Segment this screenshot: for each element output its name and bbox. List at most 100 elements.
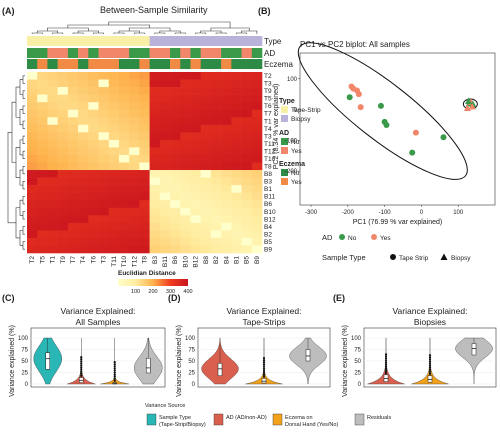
heatmap-cell: [190, 139, 201, 148]
eczema-cell: [149, 59, 161, 69]
heatmap-cell: [241, 230, 253, 239]
heatmap-cell: [231, 109, 242, 118]
heatmap-cell: [210, 87, 222, 95]
heatmap-cell: [180, 207, 191, 216]
heatmap-cell: [241, 237, 253, 246]
violin-box: [217, 363, 223, 376]
heatmap-cell: [67, 222, 79, 231]
heatmap-cell: [78, 117, 89, 126]
heatmap-cell: [139, 139, 150, 148]
heatmap-cell: [27, 124, 38, 133]
column-label: T6: [90, 256, 97, 264]
heatmap-cell: [27, 222, 38, 231]
legend-item-label: Yes: [291, 179, 302, 186]
y-tick-label: -100: [285, 138, 298, 144]
heatmap-cell: [88, 94, 99, 103]
heatmap-cell: [129, 102, 140, 111]
legend-ad-yes-swatch: [371, 234, 377, 240]
heatmap-cell: [57, 192, 69, 201]
heatmap-cell: [149, 177, 161, 186]
heatmap-cell: [37, 192, 48, 201]
violin-outlier: [428, 366, 432, 369]
heatmap-cell: [170, 222, 181, 231]
heatmap-cell: [200, 230, 212, 239]
eczema-cell: [57, 59, 69, 69]
row-dendrogram-branch: [19, 109, 23, 126]
y-tick-label: 0: [294, 108, 298, 114]
heatmap-cell: [251, 237, 263, 246]
heatmap-cell: [251, 200, 263, 209]
heatmap-cell: [251, 147, 263, 156]
heatmap-cell: [118, 230, 130, 239]
variance-legend-swatch: [272, 413, 283, 426]
heatmap-cell: [129, 94, 140, 103]
ad-cell: [78, 48, 89, 58]
heatmap-cell: [108, 162, 120, 171]
heatmap-cell: [170, 139, 181, 148]
heatmap-cell: [67, 94, 79, 103]
heatmap-cell: [27, 162, 38, 171]
heatmap-cell: [67, 147, 79, 156]
heatmap-cell: [88, 192, 99, 201]
type-cell: [190, 36, 201, 46]
heatmap-cell: [47, 192, 58, 201]
heatmap-cell: [88, 132, 99, 141]
variance-legend-label: Eczema on: [285, 415, 313, 421]
heatmap-cell: [129, 192, 140, 201]
violin-outlier: [113, 363, 116, 366]
heatmap-cell: [221, 245, 232, 254]
heatmap-cell: [118, 72, 130, 80]
heatmap-cell: [98, 79, 110, 88]
heatmap-cell: [170, 109, 181, 118]
row-label: T3: [264, 81, 272, 88]
pca-frame: [299, 52, 496, 206]
heatmap-cell: [210, 139, 222, 148]
heatmap-cell: [149, 124, 161, 133]
violin-outlier: [113, 377, 116, 380]
heatmap-cell: [180, 102, 191, 111]
heatmap-cell: [37, 139, 48, 148]
heatmap-cell: [210, 132, 222, 141]
violin-outlier: [428, 360, 432, 363]
heatmap-cell: [129, 79, 140, 88]
violin-outlier: [80, 370, 83, 373]
ad-cell: [210, 48, 222, 58]
row-label: T5: [264, 96, 272, 103]
heatmap-cell: [221, 109, 232, 118]
violin-outlier: [428, 358, 432, 361]
heatmap-cell: [241, 147, 253, 156]
violin-outlier: [80, 368, 83, 371]
violin-outlier: [384, 371, 388, 375]
heatmap-cell: [231, 139, 242, 148]
colorbar-label: Euclidian Distance: [118, 270, 176, 277]
heatmap-cell: [159, 170, 171, 178]
heatmap-cell: [210, 200, 222, 209]
heatmap-cell: [200, 139, 212, 148]
heatmap-cell: [190, 79, 201, 88]
heatmap-cell: [241, 154, 253, 163]
heatmap-cell: [241, 117, 253, 126]
heatmap-cell: [118, 109, 130, 118]
violin-outlier: [262, 375, 266, 378]
eczema-cell: [78, 59, 89, 69]
y-tick-label: 50: [21, 359, 28, 365]
heatmap-cell: [221, 72, 232, 80]
heatmap-cell: [108, 132, 120, 141]
heatmap-cell: [67, 79, 79, 88]
heatmap-cell: [221, 87, 232, 95]
heatmap-cell: [108, 124, 120, 133]
heatmap-cell: [159, 162, 171, 171]
eczema-cell: [88, 59, 99, 69]
colorbar-tick-label: 400: [183, 289, 192, 295]
column-labels: T2 T5 T1 T9 T7 T4 T6 T3 T11 T10 T12 T8 B3 B11 B6 B10 B12…: [29, 256, 261, 268]
heatmap-cell: [210, 230, 222, 239]
heatmap-cell: [200, 94, 212, 103]
heatmap-cell: [251, 162, 263, 171]
heatmap-cell: [159, 177, 171, 186]
heatmap-cell: [190, 102, 201, 111]
heatmap-cell: [27, 102, 38, 111]
heatmap-cell: [98, 177, 110, 186]
heatmap-cell: [129, 237, 140, 246]
row-dendrogram-branch: [15, 86, 20, 118]
legend-swatch: [281, 115, 288, 122]
